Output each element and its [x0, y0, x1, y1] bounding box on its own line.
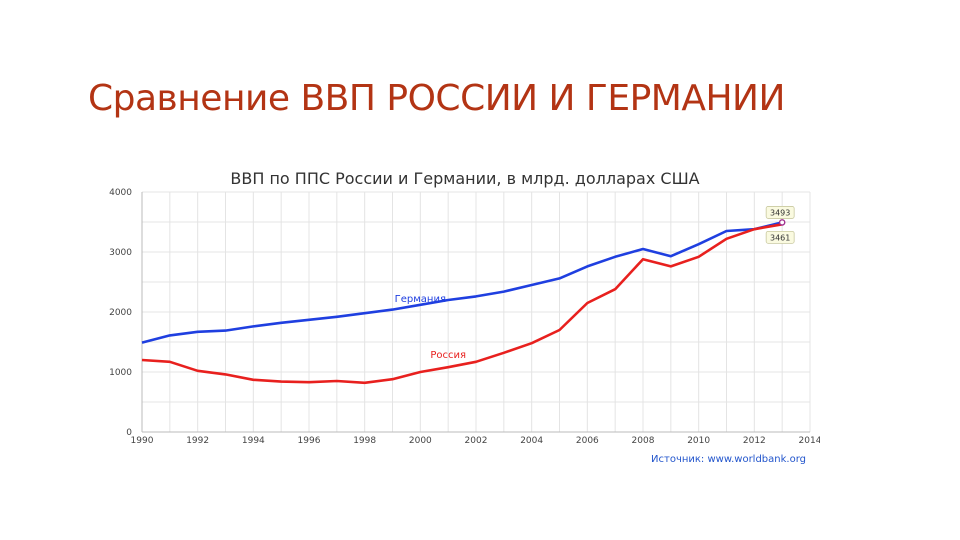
y-tick-label: 0 — [126, 428, 132, 438]
gdp-chart-svg: ВВП по ППС России и Германии, в млрд. до… — [109, 169, 820, 465]
series-label-germany: Германия — [395, 294, 446, 305]
slide-title: Сравнение ВВП РОССИИ И ГЕРМАНИИ — [88, 78, 785, 119]
end-value-box — [765, 206, 795, 219]
x-tick-label: 2002 — [465, 436, 488, 446]
x-tick-label: 2010 — [687, 436, 710, 446]
series-line-germany — [141, 221, 783, 344]
series-label-russia: Россия — [430, 350, 466, 361]
chart-axes: 0 1000 2000 3000 4000 1990 1992 1994 1996 1998 200… — [109, 188, 820, 446]
y-tick-label: 4000 — [109, 188, 132, 198]
x-tick-label: 2000 — [409, 436, 432, 446]
series-line-russia — [141, 223, 783, 385]
x-tick-label: 1990 — [131, 436, 154, 446]
chart-grid — [141, 191, 811, 433]
x-tick-label: 2014 — [799, 436, 820, 446]
x-tick-label: 1994 — [242, 436, 265, 446]
gdp-chart: ВВП по ППС России и Германии, в млрд. до… — [100, 160, 820, 470]
y-tick-label: 3000 — [109, 248, 132, 258]
x-tick-label: 2006 — [576, 436, 599, 446]
x-tick-label: 2004 — [520, 436, 543, 446]
x-tick-label: 2012 — [743, 436, 766, 446]
x-tick-label: 1996 — [298, 436, 321, 446]
end-value-label: 3461 — [770, 233, 790, 242]
y-tick-label: 1000 — [109, 368, 132, 378]
x-tick-label: 1998 — [353, 436, 376, 446]
chart-title: ВВП по ППС России и Германии, в млрд. до… — [230, 169, 699, 188]
end-point-marker — [778, 219, 786, 226]
end-value-box — [765, 230, 795, 244]
chart-source: Источник: www.worldbank.org — [651, 454, 806, 465]
x-tick-label: 2008 — [632, 436, 655, 446]
y-tick-label: 2000 — [109, 308, 132, 318]
end-value-label: 3493 — [770, 208, 790, 217]
chart-labels: Германия Россия 3493 3461 — [395, 206, 795, 361]
x-tick-label: 1992 — [186, 436, 209, 446]
chart-series — [141, 221, 783, 385]
